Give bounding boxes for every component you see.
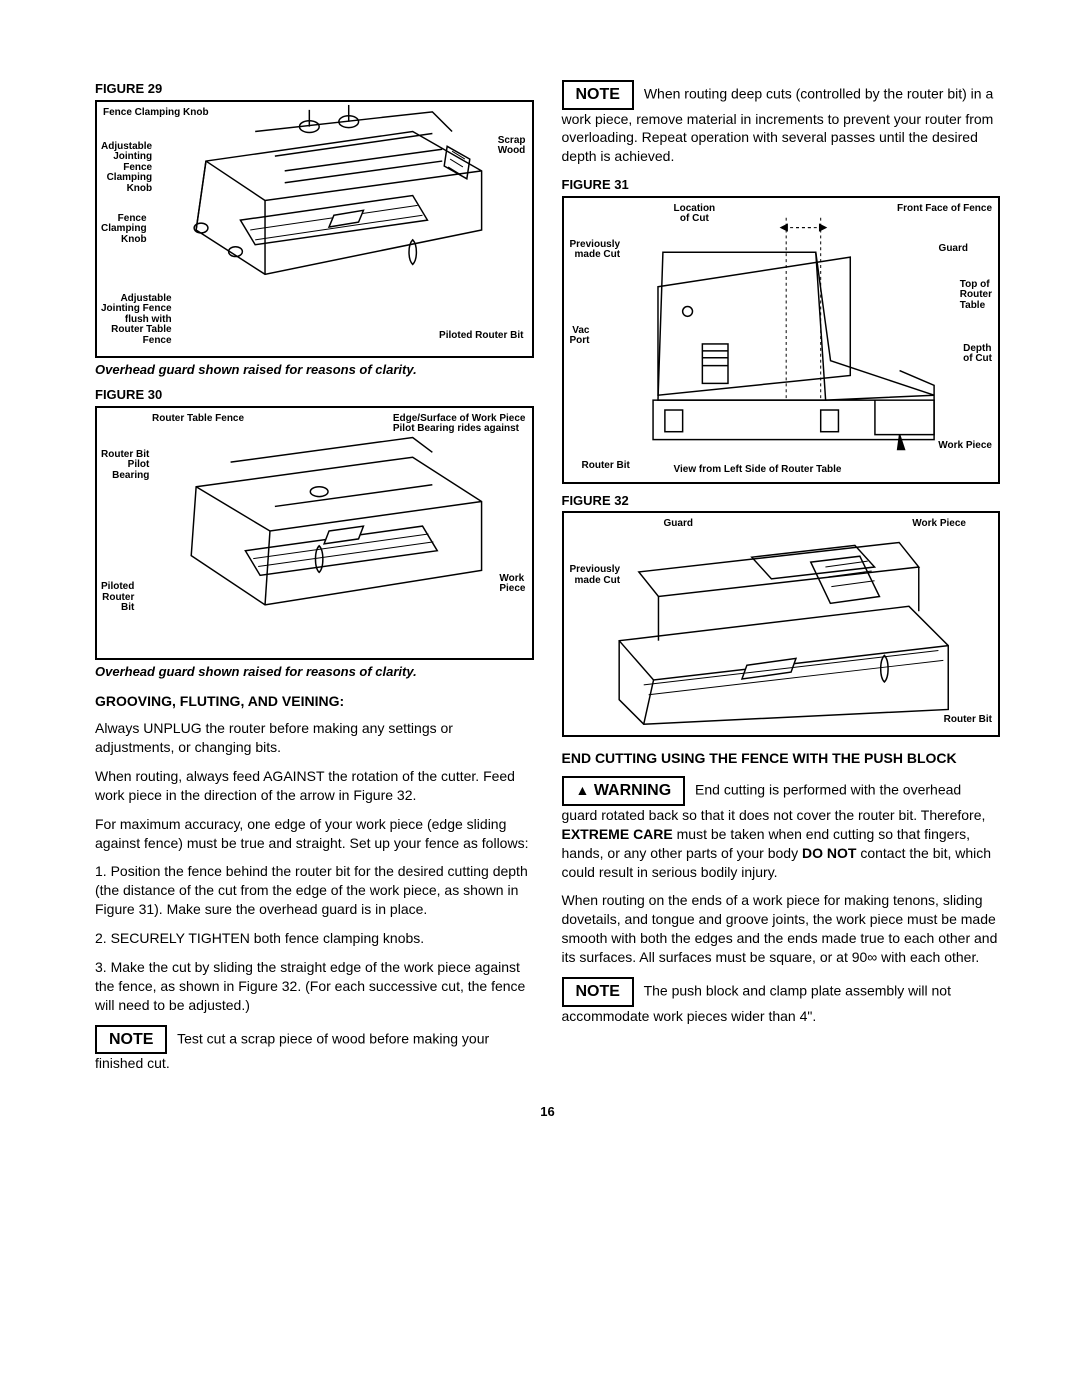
- label-view-caption: View from Left Side of Router Table: [674, 465, 842, 476]
- end-cutting-heading: END CUTTING USING THE FENCE WITH THE PUS…: [562, 749, 1001, 768]
- left-para-2: When routing, always feed AGAINST the ro…: [95, 767, 534, 805]
- right-note-2: NOTE The push block and clamp plate asse…: [562, 977, 1001, 1025]
- label-fence-clamping-knob: Fence Clamping Knob: [103, 108, 209, 119]
- figure-29-heading: FIGURE 29: [95, 80, 534, 98]
- warning-bold-1: EXTREME CARE: [562, 826, 673, 842]
- figure-30: Router Table Fence Edge/Surface of Work …: [95, 406, 534, 660]
- note-callout-right-2: NOTE: [562, 977, 634, 1007]
- grooving-heading: GROOVING, FLUTING, AND VEINING:: [95, 692, 534, 711]
- figure-29-caption: Overhead guard shown raised for reasons …: [95, 361, 534, 379]
- warning-label: WARNING: [594, 782, 671, 799]
- label-vac-port: Vac Port: [570, 326, 590, 347]
- label-piloted-router-bit-29: Piloted Router Bit: [439, 331, 523, 342]
- warning-callout: ▲ WARNING: [562, 776, 686, 806]
- label-guard-32: Guard: [664, 519, 693, 530]
- label-edge-surface: Edge/Surface of Work Piece Pilot Bearing…: [393, 414, 526, 435]
- left-para-1: Always UNPLUG the router before making a…: [95, 719, 534, 757]
- label-work-piece-30: Work Piece: [499, 574, 525, 595]
- figure-30-heading: FIGURE 30: [95, 386, 534, 404]
- right-column: NOTE When routing deep cuts (controlled …: [562, 80, 1001, 1083]
- label-router-bit-32: Router Bit: [944, 715, 992, 726]
- label-location-of-cut: Location of Cut: [674, 204, 716, 225]
- figure-32-illustration: [564, 513, 999, 735]
- label-top-router-table: Top of Router Table: [960, 280, 992, 312]
- figure-30-illustration: [97, 408, 532, 658]
- note-callout-left: NOTE: [95, 1025, 167, 1055]
- label-router-bit-31: Router Bit: [582, 461, 630, 472]
- right-para-2: When routing on the ends of a work piece…: [562, 891, 1001, 967]
- figure-31-heading: FIGURE 31: [562, 176, 1001, 194]
- label-adj-jointing-knob: Adjustable Jointing Fence Clamping Knob: [101, 142, 152, 195]
- figure-30-caption: Overhead guard shown raised for reasons …: [95, 663, 534, 681]
- figure-31-illustration: [564, 198, 999, 482]
- label-router-bit-pilot-bearing: Router Bit Pilot Bearing: [101, 450, 149, 482]
- label-work-piece-31: Work Piece: [938, 441, 992, 452]
- label-piloted-router-bit-30: Piloted Router Bit: [101, 582, 134, 614]
- label-scrap-wood: Scrap Wood: [498, 136, 526, 157]
- label-depth-of-cut: Depth of Cut: [963, 344, 992, 365]
- left-para-4: 1. Position the fence behind the router …: [95, 862, 534, 919]
- label-router-table-fence: Router Table Fence: [152, 414, 244, 425]
- label-previously-made-cut-32: Previously made Cut: [570, 565, 621, 586]
- label-adj-jointing-flush: Adjustable Jointing Fence flush with Rou…: [101, 294, 172, 347]
- warning-bold-2: DO NOT: [802, 845, 856, 861]
- warning-icon: ▲: [576, 782, 590, 798]
- left-note: NOTE Test cut a scrap piece of wood befo…: [95, 1025, 534, 1073]
- left-para-6: 3. Make the cut by sliding the straight …: [95, 958, 534, 1015]
- label-previously-made-cut-31: Previously made Cut: [570, 240, 621, 261]
- figure-29: Fence Clamping Knob Adjustable Jointing …: [95, 100, 534, 358]
- label-front-face: Front Face of Fence: [897, 204, 992, 215]
- figure-32-heading: FIGURE 32: [562, 492, 1001, 510]
- figure-32: Guard Work Piece Previously made Cut Rou…: [562, 511, 1001, 737]
- label-fence-clamping-knob-side: Fence Clamping Knob: [101, 214, 147, 246]
- page-number: 16: [95, 1103, 1000, 1121]
- left-para-5: 2. SECURELY TIGHTEN both fence clamping …: [95, 929, 534, 948]
- page-columns: FIGURE 29: [95, 80, 1000, 1083]
- right-note-1: NOTE When routing deep cuts (controlled …: [562, 80, 1001, 166]
- figure-31: Location of Cut Front Face of Fence Prev…: [562, 196, 1001, 484]
- label-work-piece-32: Work Piece: [912, 519, 966, 530]
- left-column: FIGURE 29: [95, 80, 534, 1083]
- warning-block: ▲ WARNING End cutting is performed with …: [562, 776, 1001, 881]
- label-guard-31: Guard: [939, 244, 968, 255]
- note-callout-right-1: NOTE: [562, 80, 634, 110]
- left-para-3: For maximum accuracy, one edge of your w…: [95, 815, 534, 853]
